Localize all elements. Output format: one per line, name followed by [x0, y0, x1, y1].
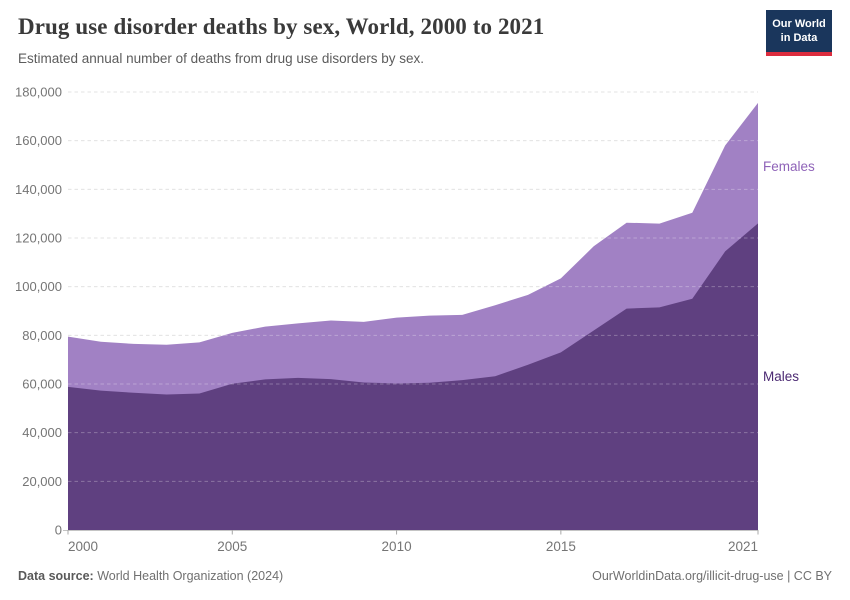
x-tick-label: 2010 [382, 539, 412, 554]
y-tick-label: 80,000 [22, 328, 62, 343]
owid-logo[interactable]: Our World in Data [766, 10, 832, 56]
page-title: Drug use disorder deaths by sex, World, … [18, 14, 545, 39]
y-tick-label: 140,000 [15, 182, 62, 197]
footer: Data source: World Health Organization (… [18, 569, 832, 583]
y-tick-label: 180,000 [15, 85, 62, 100]
series-label-females: Females [763, 159, 815, 174]
x-tick-label: 2021 [728, 539, 758, 554]
x-tick-label: 2000 [68, 539, 98, 554]
y-tick-label: 60,000 [22, 377, 62, 392]
chart-subtitle: Estimated annual number of deaths from d… [18, 51, 424, 66]
y-tick-label: 0 [55, 523, 62, 538]
x-tick-label: 2015 [546, 539, 576, 554]
owid-logo-line2: in Data [780, 32, 818, 44]
y-tick-label: 20,000 [22, 474, 62, 489]
owid-logo-line1: Our World [772, 18, 826, 30]
y-tick-label: 40,000 [22, 425, 62, 440]
footer-link[interactable]: OurWorldinData.org/illicit-drug-use | CC… [592, 569, 832, 583]
y-tick-label: 100,000 [15, 279, 62, 294]
data-source-label: Data source: [18, 569, 94, 583]
y-tick-label: 120,000 [15, 231, 62, 246]
y-tick-label: 160,000 [15, 133, 62, 148]
data-source-value: World Health Organization (2024) [97, 569, 284, 583]
series-label-males: Males [763, 369, 800, 384]
males-area [68, 223, 758, 530]
x-tick-label: 2005 [217, 539, 247, 554]
data-source-line: Data source: World Health Organization (… [18, 569, 283, 583]
